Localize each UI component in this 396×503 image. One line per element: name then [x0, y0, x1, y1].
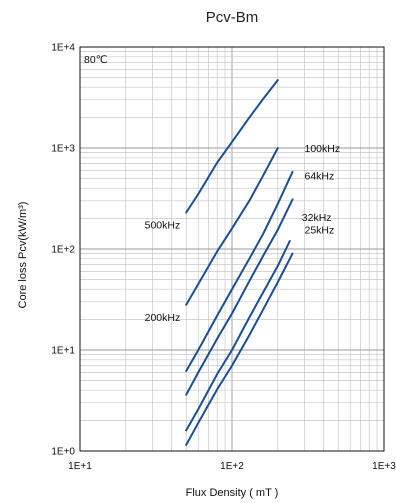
series-label-32khz: 32kHz: [302, 212, 332, 224]
y-tick-label: 1E+1: [51, 346, 75, 357]
y-tick-label: 1E+3: [51, 144, 75, 155]
y-tick-labels: 1E+0 1E+1 1E+2 1E+3 1E+4: [51, 43, 75, 458]
x-tick-label: 1E+1: [68, 461, 92, 472]
y-tick-label: 1E+0: [51, 447, 75, 458]
y-tick-label: 1E+4: [51, 43, 75, 54]
x-axis-label: Flux Density ( mT ): [186, 487, 279, 499]
x-tick-label: 1E+3: [372, 461, 396, 472]
series-label-64khz: 64kHz: [304, 170, 334, 182]
series-label-200khz: 200kHz: [145, 312, 181, 324]
chart-title: Pcv-Bm: [206, 9, 259, 26]
y-tick-label: 1E+2: [51, 245, 75, 256]
y-axis-label: Core loss Pcv(kW/m³): [17, 202, 29, 309]
series-line-32khz: [186, 241, 290, 430]
x-tick-labels: 1E+1 1E+2 1E+3: [68, 461, 396, 472]
x-tick-label: 1E+2: [220, 461, 244, 472]
series-label-100khz: 100kHz: [304, 143, 340, 155]
grid: [80, 47, 384, 451]
temperature-annotation: 80℃: [84, 54, 107, 66]
series-label-500khz: 500kHz: [145, 219, 181, 231]
series-label-25khz: 25kHz: [304, 225, 334, 237]
series-line-25khz: [186, 254, 292, 445]
